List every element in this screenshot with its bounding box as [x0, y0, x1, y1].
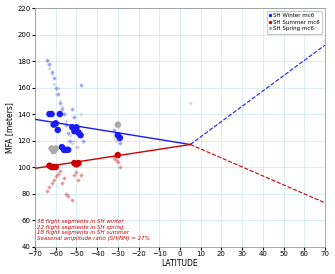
Point [72, 138, 77, 143]
Point [47, 164, 52, 168]
Point [80, 138, 85, 143]
Point [70, 107, 75, 111]
Point [47, 185, 52, 189]
Point [51, 178, 56, 182]
Point [115, 159, 121, 164]
Point [65, 138, 71, 143]
Point [49, 146, 54, 151]
Point [59, 107, 65, 111]
Point [113, 158, 119, 162]
Point [115, 153, 121, 157]
Point [53, 146, 58, 151]
Point [117, 141, 123, 145]
Point [55, 92, 60, 96]
Point [78, 133, 83, 138]
Point [115, 133, 121, 138]
Point [188, 101, 193, 105]
Point [72, 129, 77, 133]
Point [117, 136, 123, 140]
Point [65, 194, 71, 198]
Point [57, 101, 63, 105]
Point [53, 121, 58, 125]
Point [70, 125, 75, 130]
Point [115, 122, 121, 127]
Point [113, 138, 119, 143]
Point [61, 175, 67, 180]
Point [55, 85, 60, 90]
Point [63, 148, 69, 152]
Point [113, 132, 119, 136]
Point [47, 65, 52, 70]
Point [78, 83, 83, 87]
Point [65, 130, 71, 135]
Point [61, 112, 67, 116]
Point [76, 145, 81, 149]
Point [63, 118, 69, 123]
Point [74, 162, 79, 167]
Point [57, 99, 63, 103]
Point [55, 172, 60, 176]
Point [59, 105, 65, 110]
Point [53, 85, 58, 90]
Point [45, 189, 50, 193]
Point [51, 81, 56, 86]
Point [111, 136, 116, 140]
Point [47, 112, 52, 116]
Point [51, 165, 56, 169]
Point [115, 137, 121, 141]
Point [76, 178, 81, 182]
Point [65, 148, 71, 152]
Point [68, 138, 73, 143]
Point [45, 58, 50, 62]
Point [74, 145, 79, 149]
Point [61, 148, 67, 152]
Point [78, 173, 83, 177]
Point [51, 122, 56, 127]
Point [76, 161, 81, 165]
Point [72, 161, 77, 165]
Point [72, 173, 77, 177]
Point [49, 72, 54, 76]
Point [72, 115, 77, 119]
Point [47, 61, 52, 66]
Point [57, 169, 63, 173]
Point [49, 112, 54, 116]
Point [115, 125, 121, 130]
Point [70, 198, 75, 202]
Point [63, 191, 69, 196]
Point [76, 130, 81, 135]
Point [53, 165, 58, 169]
Point [49, 69, 54, 74]
Point [51, 149, 56, 153]
Point [59, 181, 65, 185]
Point [57, 112, 63, 116]
Point [74, 125, 79, 130]
Point [76, 128, 81, 132]
Point [111, 156, 116, 160]
Point [68, 133, 73, 138]
Text: 38 flight segments in SH winter
22 flight segments in SH spring
18 flight segmen: 38 flight segments in SH winter 22 fligh… [37, 219, 150, 241]
Point [49, 181, 54, 185]
X-axis label: LATITUDE: LATITUDE [162, 259, 198, 269]
Point [49, 165, 54, 169]
Point [70, 141, 75, 145]
Point [53, 92, 58, 96]
Point [63, 122, 69, 127]
Point [59, 145, 65, 149]
Point [53, 174, 58, 178]
Point [78, 112, 83, 116]
Point [45, 59, 50, 63]
Point [51, 76, 56, 81]
Point [55, 128, 60, 132]
Legend: SH Winter mc6, SH Summer mc6, SH Spring mc6: SH Winter mc6, SH Summer mc6, SH Spring … [267, 11, 322, 34]
Point [74, 170, 79, 175]
Point [117, 165, 123, 169]
Point [74, 125, 79, 130]
Y-axis label: MFA [meters]: MFA [meters] [6, 102, 14, 153]
Point [111, 128, 116, 132]
Point [61, 112, 67, 116]
